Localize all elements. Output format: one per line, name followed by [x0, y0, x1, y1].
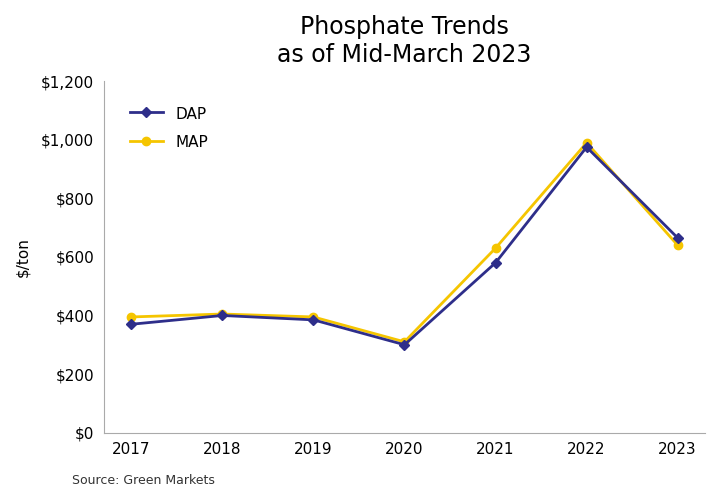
MAP [218, 311, 227, 317]
MAP [582, 140, 591, 146]
MAP [491, 245, 500, 251]
DAP [218, 312, 227, 318]
MAP [400, 339, 409, 345]
DAP [127, 321, 135, 327]
Line: DAP: DAP [128, 144, 681, 348]
MAP [673, 242, 682, 248]
DAP [491, 260, 500, 266]
MAP [127, 314, 135, 320]
MAP [309, 314, 318, 320]
DAP [582, 144, 591, 150]
Legend: DAP, MAP: DAP, MAP [130, 106, 208, 151]
Text: Source: Green Markets: Source: Green Markets [72, 474, 215, 487]
Title: Phosphate Trends
as of Mid-March 2023: Phosphate Trends as of Mid-March 2023 [277, 15, 531, 67]
Y-axis label: $/ton: $/ton [15, 237, 30, 277]
DAP [309, 317, 318, 323]
Line: MAP: MAP [127, 139, 682, 346]
DAP [400, 342, 409, 348]
DAP [673, 235, 682, 241]
